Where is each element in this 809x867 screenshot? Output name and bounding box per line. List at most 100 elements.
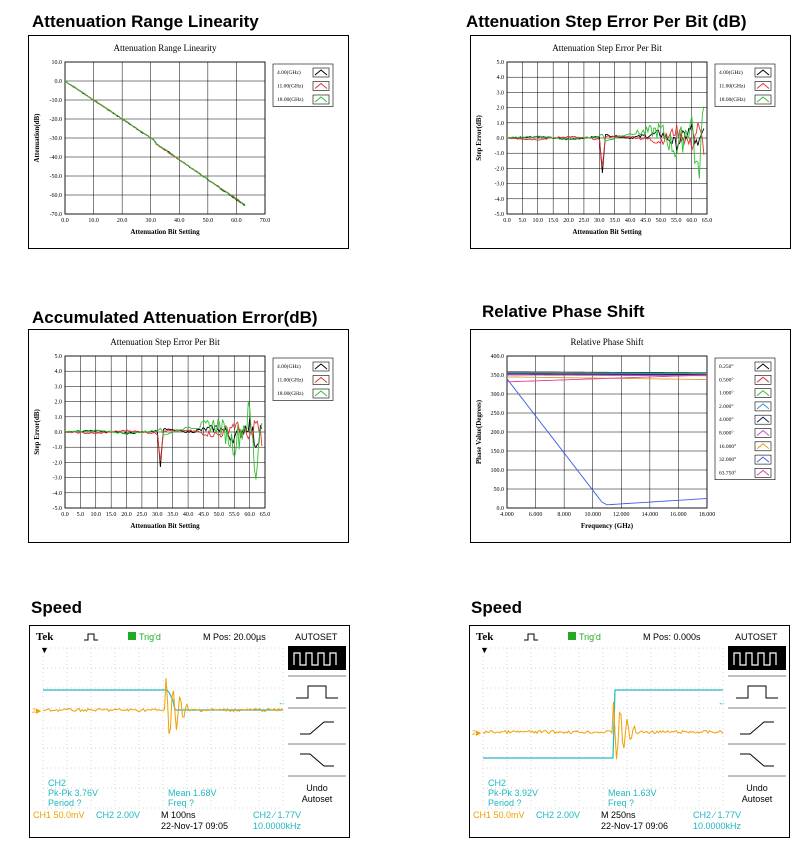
x-tick-label: 50.0 [656, 218, 667, 224]
x-tick-label: 40.0 [183, 512, 194, 518]
x-tick-label: 4.000 [500, 512, 514, 518]
x-tick-label: 30.0 [594, 218, 605, 224]
y-tick-label: -20.0 [50, 117, 63, 123]
undo-autoset-label: Autoset [302, 794, 333, 804]
x-tick-label: 10.0 [88, 218, 99, 224]
y-tick-label: -5.0 [53, 506, 63, 512]
y-tick-label: -4.0 [495, 197, 505, 203]
lin-svg: Attenuation Range Linearity 0.0 10.0 20.0 30… [33, 43, 334, 236]
chart-title: Attenuation Range Linearity [114, 43, 217, 53]
y-tick-label: 5.0 [55, 354, 63, 360]
measure-period: Period ? [488, 798, 522, 808]
legend-marker [314, 82, 328, 89]
y-tick-label: 0.0 [55, 430, 63, 436]
measure-freq: Freq ? [168, 798, 194, 808]
series-line-3 [506, 106, 705, 179]
legend-label: 11.00(GHz) [277, 377, 303, 384]
legend-swatch [754, 428, 772, 438]
section-title-accumulated-error: Accumulated Attenuation Error(dB) [32, 308, 318, 327]
legend-label: 8.000° [719, 430, 734, 437]
x-tick-label: 35.0 [609, 218, 620, 224]
legend-marker [314, 96, 328, 103]
scope-svg: Tek Trig'd M Pos: 20.00µs AUTOSET ▼ 2▶ ← UndoAu… [32, 631, 346, 831]
legend-swatch [312, 361, 330, 372]
y-tick-label: 200.0 [491, 430, 505, 436]
horizontal-position: M Pos: 0.000s [643, 632, 701, 642]
y-tick-label: 4.0 [497, 75, 505, 81]
y-tick-label: 400.0 [491, 354, 505, 360]
scope-brand: Tek [36, 631, 54, 643]
legend-label: 18.00(GHz) [719, 96, 746, 103]
legend-swatch [312, 388, 330, 399]
legend-label: 0.500° [719, 376, 734, 383]
y-tick-label: 1.0 [497, 121, 505, 127]
legend-marker [756, 469, 770, 476]
x-tick-label: 12.000 [613, 512, 630, 518]
x-tick-label: 35.0 [167, 512, 178, 518]
legend-label: 4.00(GHz) [277, 69, 301, 76]
legend-marker [314, 390, 328, 397]
y-tick-label: -50.0 [50, 174, 63, 180]
x-tick-label: 20.0 [117, 218, 128, 224]
x-tick-label: 10.0 [91, 512, 102, 518]
legend-label: 11.00(GHz) [719, 83, 745, 90]
oscilloscope-screen-2: Tek Trig'd M Pos: 0.000s AUTOSET ▼ 2▶ ← Undo Aut… [469, 625, 790, 838]
single-pulse-icon [736, 685, 778, 699]
measure-channel: CH2 [48, 778, 66, 788]
series-line-9 [506, 374, 708, 383]
x-axis-label: Attenuation Bit Setting [130, 228, 200, 236]
legend-swatch [312, 94, 330, 105]
legend-marker [314, 363, 328, 370]
legend-marker [756, 363, 770, 370]
legend-marker [756, 456, 770, 463]
legend-label: 0.250° [719, 363, 734, 370]
legend-label: 4.00(GHz) [719, 69, 743, 76]
x-tick-label: 30.0 [145, 218, 156, 224]
y-tick-label: 0.0 [55, 79, 63, 85]
y-tick-label: 10.0 [52, 60, 63, 66]
series-line-5 [507, 373, 707, 376]
series-line-4 [507, 372, 708, 375]
y-axis-label: Step Error(dB) [475, 115, 483, 161]
square-wave-icon [293, 652, 337, 666]
scope-svg: Tek Trig'd M Pos: 0.000s AUTOSET ▼ 2▶ ← UndoAut… [472, 631, 786, 831]
y-tick-label: 3.0 [55, 384, 63, 390]
y-tick-label: 300.0 [491, 392, 505, 398]
y-tick-label: 2.0 [55, 400, 63, 406]
chart-title: Relative Phase Shift [571, 337, 644, 347]
y-tick-label: 5.0 [497, 60, 505, 66]
section-title-speed-1: Speed [31, 598, 83, 617]
x-tick-label: 5.0 [77, 512, 85, 518]
legend-marker [756, 69, 770, 76]
x-tick-label: 14.000 [642, 512, 659, 518]
y-tick-label: -10.0 [50, 98, 63, 104]
legend-marker [756, 376, 770, 383]
ch1-scale: CH1 50.0mV [473, 810, 525, 820]
measure-mean: Mean 1.63V [608, 788, 657, 798]
x-tick-label: 15.0 [106, 512, 117, 518]
legend-label: 63.750° [719, 469, 736, 476]
x-tick-label: 40.0 [174, 218, 185, 224]
x-tick-label: 60.0 [686, 218, 697, 224]
legend-marker [756, 96, 770, 103]
x-tick-label: 50.0 [214, 512, 225, 518]
measure-pkpk: Pk-Pk 3.76V [48, 788, 98, 798]
legend-swatch [754, 441, 772, 452]
pulse-icon [84, 633, 98, 641]
measure-pkpk: Pk-Pk 3.92V [488, 788, 538, 798]
legend-swatch [754, 67, 772, 78]
series-line-3 [64, 401, 263, 480]
x-tick-label: 55.0 [229, 512, 240, 518]
y-tick-label: 150.0 [491, 449, 505, 455]
y-tick-label: -2.0 [53, 460, 63, 466]
datetime: 22-Nov-17 09:05 [161, 821, 228, 831]
x-tick-label: 18.000 [699, 512, 716, 518]
falling-edge-icon [740, 753, 774, 767]
legend-label: 18.00(GHz) [277, 390, 304, 397]
series-line-2 [506, 122, 705, 167]
trigger-level-marker: ← [278, 698, 286, 707]
measure-period: Period ? [48, 798, 82, 808]
x-tick-label: 20.0 [563, 218, 574, 224]
trigger-marker-icon: ▼ [40, 645, 49, 655]
y-tick-label: -4.0 [53, 491, 63, 497]
